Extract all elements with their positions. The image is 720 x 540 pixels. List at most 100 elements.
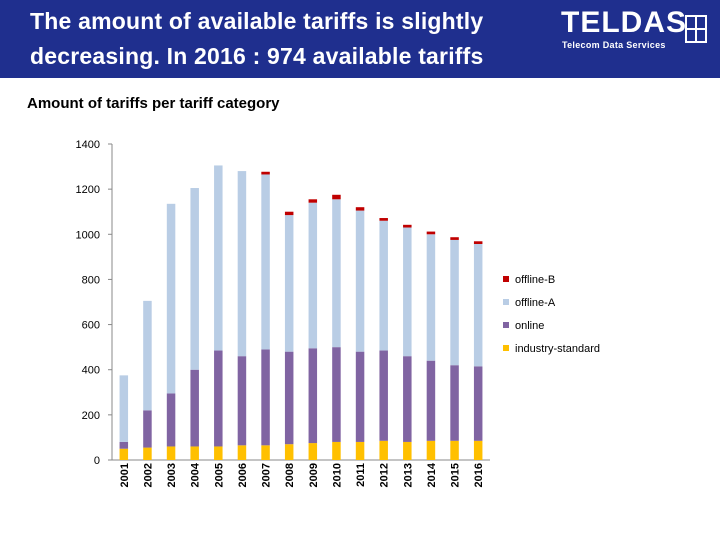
y-tick-label: 400 bbox=[82, 365, 100, 377]
teldas-logo-tagline: Telecom Data Services bbox=[562, 40, 666, 50]
legend-swatch-offline-B bbox=[503, 276, 509, 282]
x-tick-label-2015: 2015 bbox=[450, 463, 462, 487]
chart-legend: offline-B offline-A online industry-standar… bbox=[503, 274, 600, 355]
bar-offline-B-2011 bbox=[355, 207, 365, 211]
y-tick-label: 1400 bbox=[76, 139, 100, 151]
bar-online-2006 bbox=[237, 356, 247, 446]
bar-offline-A-2015 bbox=[450, 239, 459, 366]
bar-offline-B-2016 bbox=[473, 241, 483, 244]
bar-industry-standard-2016 bbox=[473, 440, 483, 460]
legend-swatch-industry-standard bbox=[503, 345, 509, 351]
bar-offline-A-2011 bbox=[355, 210, 365, 352]
x-tick-label-2011: 2011 bbox=[355, 463, 367, 487]
bar-online-2001 bbox=[119, 441, 129, 449]
bar-industry-standard-2005 bbox=[214, 446, 223, 460]
bar-online-2011 bbox=[355, 351, 365, 442]
bar-online-2010 bbox=[332, 347, 341, 442]
bar-offline-B-2010 bbox=[332, 194, 341, 200]
x-tick-label-2003: 2003 bbox=[166, 463, 178, 487]
header-banner: The amount of available tariffs is sligh… bbox=[0, 0, 720, 78]
bar-industry-standard-2015 bbox=[450, 440, 459, 460]
bar-offline-B-2015 bbox=[450, 237, 459, 240]
x-tick-label-2005: 2005 bbox=[213, 463, 225, 487]
x-tick-label-2007: 2007 bbox=[261, 463, 273, 487]
chart-bars bbox=[119, 165, 483, 460]
bar-online-2009 bbox=[308, 348, 318, 444]
bar-online-2015 bbox=[450, 365, 459, 441]
bar-online-2012 bbox=[379, 350, 388, 441]
bar-online-2002 bbox=[143, 410, 152, 448]
bar-offline-A-2006 bbox=[237, 171, 247, 357]
bar-offline-A-2002 bbox=[143, 300, 152, 411]
bar-industry-standard-2008 bbox=[284, 444, 294, 460]
bar-online-2004 bbox=[190, 369, 199, 447]
bar-offline-A-2003 bbox=[166, 203, 176, 394]
bar-online-2008 bbox=[284, 351, 294, 445]
bar-online-2013 bbox=[403, 356, 412, 442]
bar-industry-standard-2009 bbox=[308, 443, 318, 460]
bar-industry-standard-2012 bbox=[379, 440, 388, 460]
teldas-logo: TELDAS bbox=[561, 6, 687, 39]
x-tick-label-2001: 2001 bbox=[119, 463, 131, 487]
legend-label-online: online bbox=[515, 320, 544, 332]
bar-offline-A-2013 bbox=[403, 227, 412, 357]
x-tick-label-2002: 2002 bbox=[142, 463, 154, 487]
x-tick-label-2009: 2009 bbox=[308, 463, 320, 487]
y-tick-label: 200 bbox=[82, 410, 100, 422]
x-tick-label-2006: 2006 bbox=[237, 463, 249, 487]
chart-title: Amount of tariffs per tariff category bbox=[27, 95, 280, 112]
logo-mark-icon bbox=[685, 15, 707, 43]
bar-offline-B-2014 bbox=[426, 231, 436, 235]
bar-industry-standard-2004 bbox=[190, 446, 199, 460]
bar-online-2003 bbox=[166, 393, 176, 447]
x-tick-label-2016: 2016 bbox=[473, 463, 485, 487]
bar-offline-B-2013 bbox=[403, 224, 412, 228]
y-tick-label: 1200 bbox=[76, 184, 100, 196]
bar-industry-standard-2007 bbox=[261, 445, 270, 460]
x-tick-label-2012: 2012 bbox=[379, 463, 391, 487]
bar-industry-standard-2010 bbox=[332, 441, 341, 460]
bar-offline-A-2001 bbox=[119, 375, 129, 442]
bar-online-2005 bbox=[214, 350, 223, 447]
bar-offline-A-2010 bbox=[332, 199, 341, 348]
bar-industry-standard-2011 bbox=[355, 441, 365, 460]
legend-swatch-online bbox=[503, 322, 509, 328]
y-tick-label: 1000 bbox=[76, 229, 100, 241]
legend-label-offline-B: offline-B bbox=[515, 274, 555, 286]
bar-offline-B-2008 bbox=[284, 211, 294, 216]
bar-offline-A-2007 bbox=[261, 174, 270, 350]
bar-offline-B-2009 bbox=[308, 199, 318, 203]
bar-industry-standard-2013 bbox=[403, 441, 412, 460]
x-tick-label-2014: 2014 bbox=[426, 462, 438, 487]
slide-title-line-2: decreasing. In 2016 : 974 available tari… bbox=[30, 43, 484, 69]
legend-label-industry-standard: industry-standard bbox=[515, 343, 600, 355]
bar-industry-standard-2002 bbox=[143, 447, 152, 460]
x-tick-label-2013: 2013 bbox=[402, 463, 414, 487]
bar-industry-standard-2003 bbox=[166, 446, 176, 460]
bar-offline-A-2016 bbox=[473, 243, 483, 367]
y-tick-label: 0 bbox=[94, 455, 100, 467]
bar-industry-standard-2014 bbox=[426, 440, 436, 460]
bar-offline-A-2014 bbox=[426, 234, 436, 361]
x-tick-label-2004: 2004 bbox=[190, 462, 202, 487]
bar-industry-standard-2006 bbox=[237, 445, 247, 460]
bar-industry-standard-2001 bbox=[119, 448, 129, 460]
bar-offline-A-2004 bbox=[190, 188, 199, 370]
legend-swatch-offline-A bbox=[503, 299, 509, 305]
bar-offline-A-2009 bbox=[308, 202, 318, 349]
legend-label-offline-A: offline-A bbox=[515, 297, 556, 309]
x-axis-labels: 2001 2002 2003 2004 2005 2006 2007 2008 2009 2010… bbox=[119, 462, 485, 487]
x-tick-label-2008: 2008 bbox=[284, 463, 296, 487]
bar-offline-B-2007 bbox=[261, 171, 270, 175]
bar-offline-A-2012 bbox=[379, 220, 388, 351]
x-tick-label-2010: 2010 bbox=[331, 463, 343, 487]
bar-offline-A-2008 bbox=[284, 215, 294, 352]
bar-online-2014 bbox=[426, 360, 436, 441]
bar-offline-A-2005 bbox=[214, 165, 223, 351]
y-tick-label: 800 bbox=[82, 274, 100, 286]
y-tick-label: 600 bbox=[82, 320, 100, 332]
slide-title-line-1: The amount of available tariffs is sligh… bbox=[30, 8, 484, 34]
bar-online-2007 bbox=[261, 349, 270, 446]
bar-online-2016 bbox=[473, 366, 483, 441]
